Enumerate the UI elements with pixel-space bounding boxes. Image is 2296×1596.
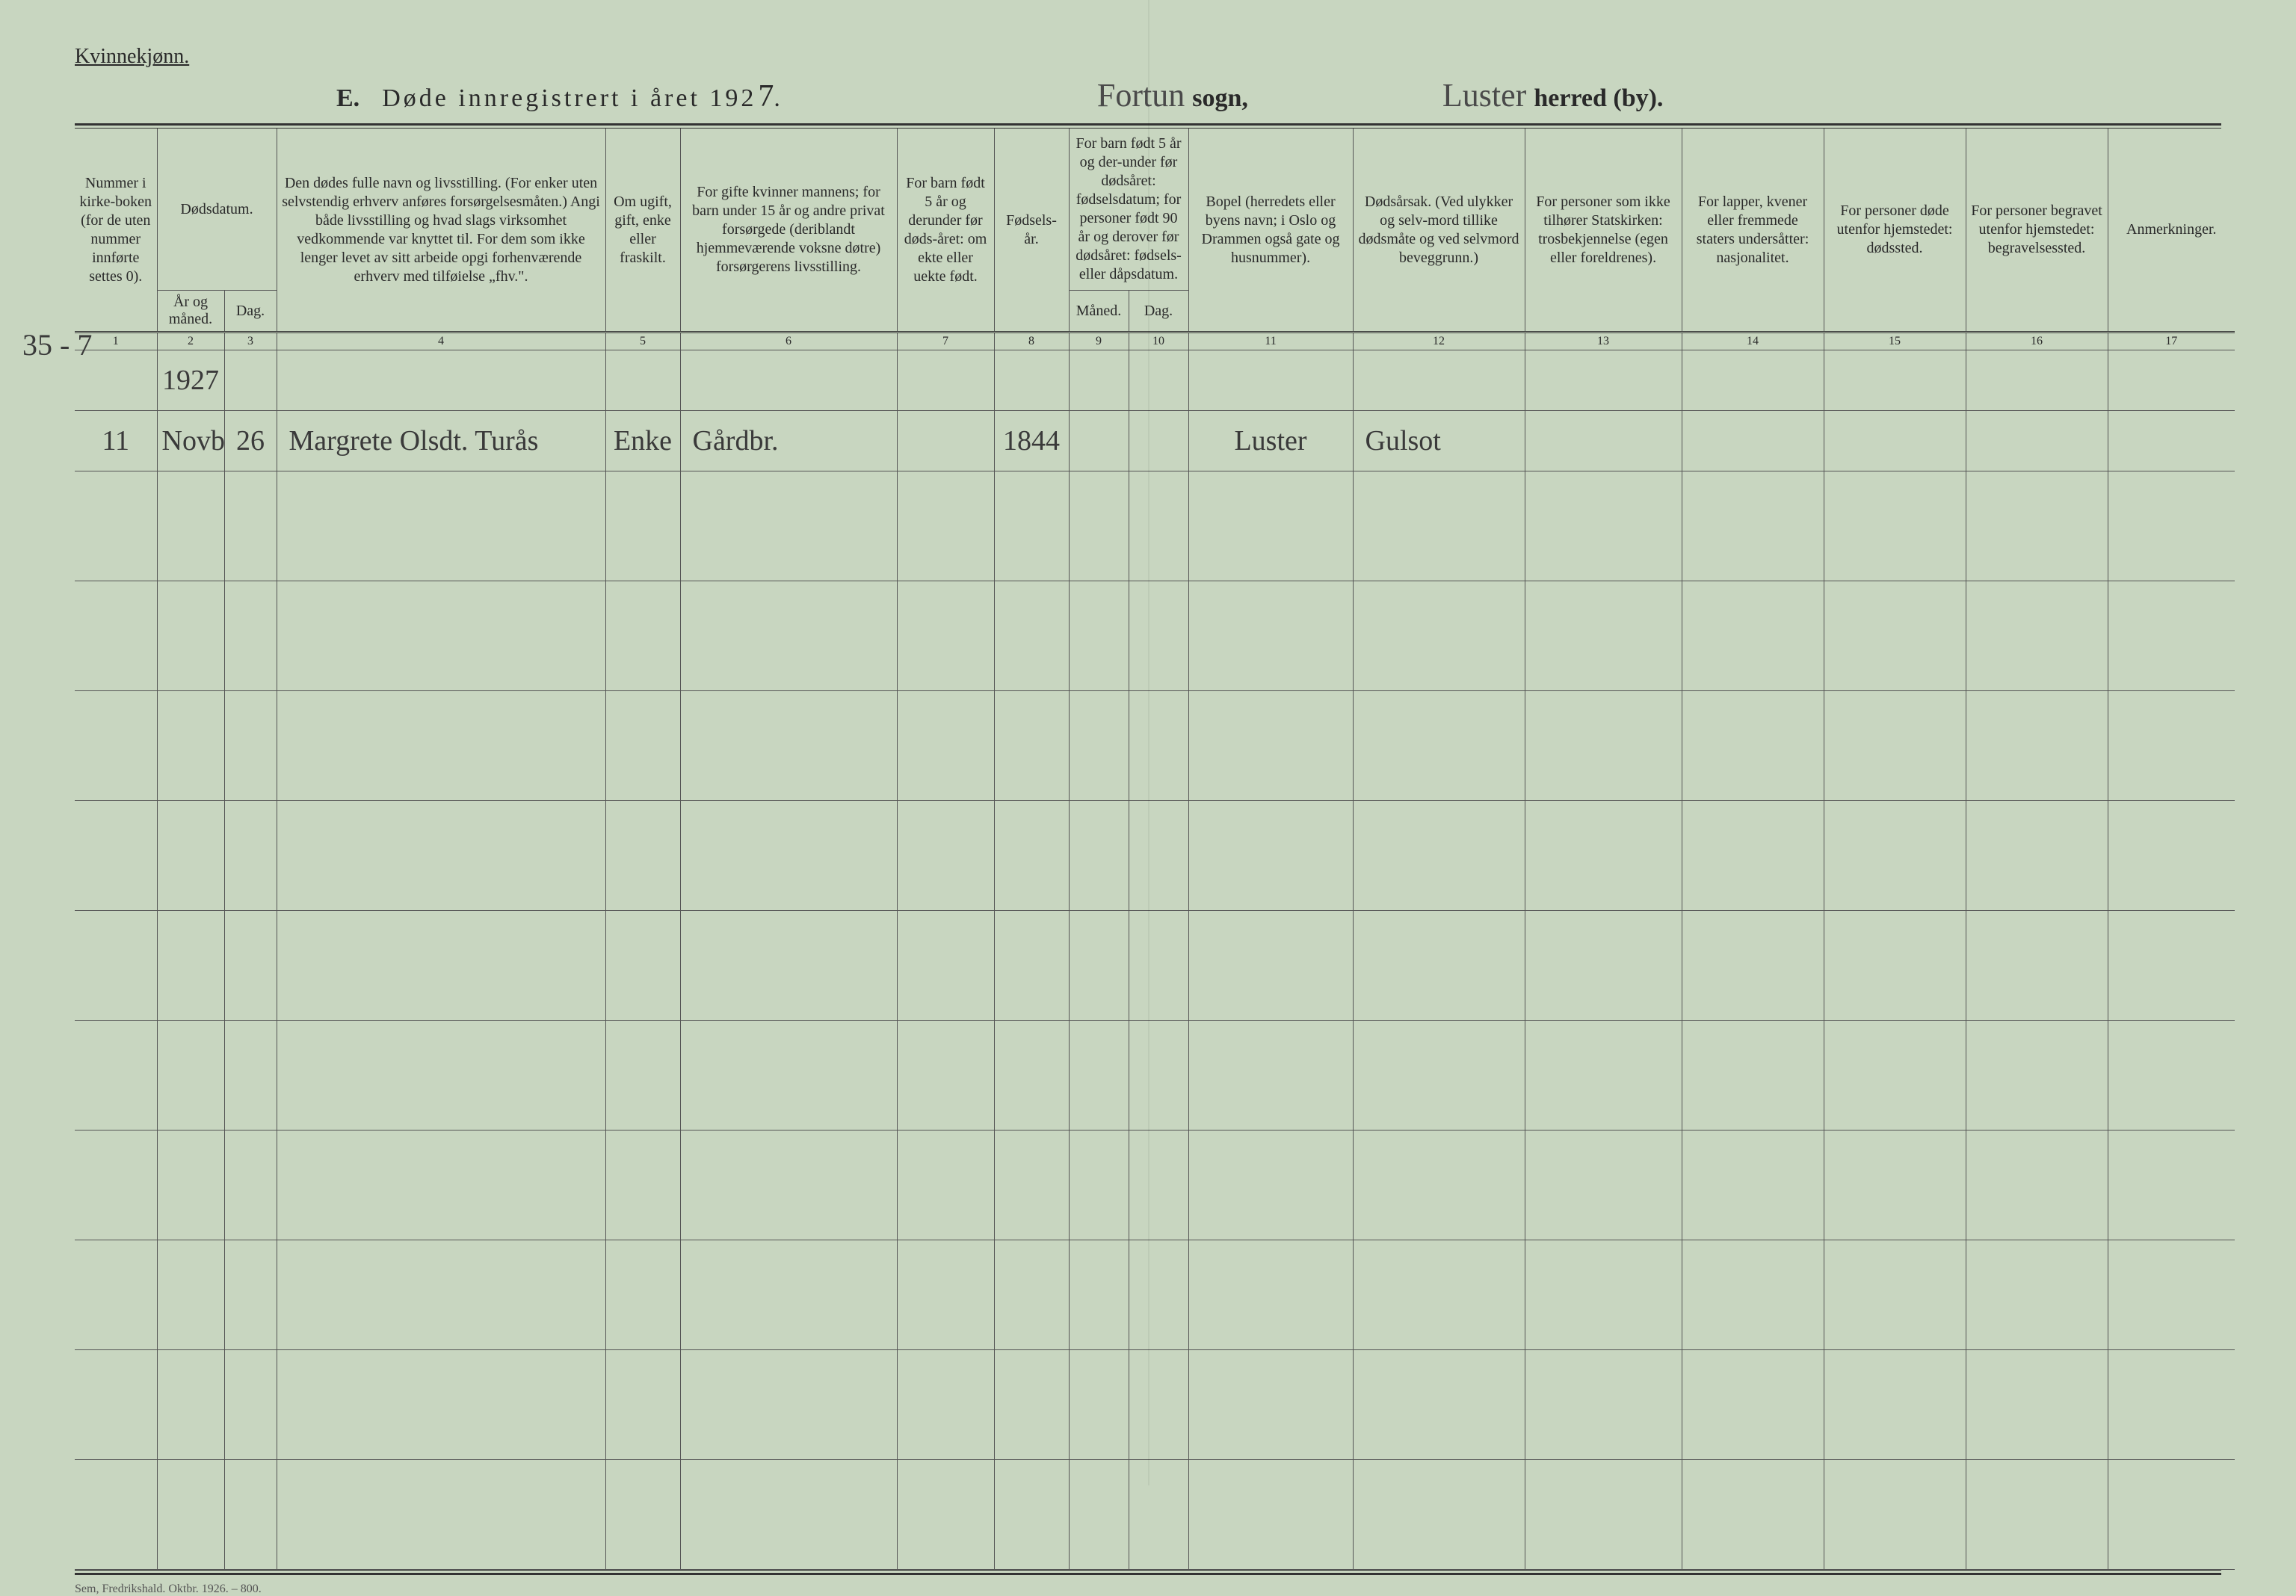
title-period: . — [774, 84, 783, 113]
gender-heading: Kvinnekjønn. — [75, 45, 189, 69]
cell-r1-c9 — [1069, 411, 1129, 471]
cell-r0-c15 — [1824, 350, 1966, 411]
colnum-5: 5 — [605, 332, 680, 350]
imprint: Sem, Fredrikshald. Oktbr. 1926. – 800. — [75, 1583, 2221, 1596]
page-fold — [1148, 0, 1149, 1485]
colnum-16: 16 — [1966, 332, 2108, 350]
cell-r1-c8: 1844 — [994, 411, 1069, 471]
cell-r1-c12: Gulsot — [1353, 411, 1525, 471]
bottom-double-rule — [75, 1570, 2221, 1575]
cell-r0-c7 — [897, 350, 994, 411]
margin-note: 35 - 7 — [22, 327, 92, 362]
colnum-4: 4 — [277, 332, 605, 350]
cell-r0-c9 — [1069, 350, 1129, 411]
col-header-15: For personer døde utenfor hjemstedet: dø… — [1824, 129, 1966, 332]
cell-r1-c15 — [1824, 411, 1966, 471]
table-row-empty — [75, 1130, 2235, 1240]
col-header-1: Nummer i kirke-boken (for de uten nummer… — [75, 129, 157, 332]
col-header-11: Bopel (herredets eller byens navn; i Osl… — [1188, 129, 1353, 332]
cell-r1-c5: Enke — [605, 411, 680, 471]
table-row: 1927 — [75, 350, 2235, 411]
colnum-7: 7 — [897, 332, 994, 350]
col-header-7: For barn født 5 år og derunder før døds-… — [897, 129, 994, 332]
table-row-empty — [75, 1240, 2235, 1350]
cell-r1-c16 — [1966, 411, 2108, 471]
section-letter: E. — [336, 84, 359, 113]
table-row-empty — [75, 801, 2235, 911]
colnum-8: 8 — [994, 332, 1069, 350]
table-row-empty — [75, 691, 2235, 801]
colnum-10: 10 — [1129, 332, 1188, 350]
col-header-9-sub: Måned. — [1069, 291, 1129, 332]
col-header-3-sub: Dag. — [224, 291, 277, 332]
cell-r0-c2: 1927 — [157, 350, 224, 411]
header-row-top: Nummer i kirke-boken (for de uten nummer… — [75, 129, 2235, 291]
col-header-4: Den dødes fulle navn og livsstilling. (F… — [277, 129, 605, 332]
cell-r0-c14 — [1682, 350, 1824, 411]
col-header-16: For personer begravet utenfor hjemstedet… — [1966, 129, 2108, 332]
table-row-empty — [75, 471, 2235, 581]
table-row: 11 Novb 26 Margrete Olsdt. Turås Enke Gå… — [75, 411, 2235, 471]
table-row-empty — [75, 1460, 2235, 1570]
table-row-empty — [75, 581, 2235, 691]
colnum-14: 14 — [1682, 332, 1824, 350]
cell-r1-c11: Luster — [1188, 411, 1353, 471]
cell-r0-c3 — [224, 350, 277, 411]
cell-r0-c5 — [605, 350, 680, 411]
colnum-11: 11 — [1188, 332, 1353, 350]
cell-r0-c6 — [680, 350, 897, 411]
cell-r0-c17 — [2108, 350, 2235, 411]
col-header-2-sub: År og måned. — [157, 291, 224, 332]
cell-r1-c1: 11 — [75, 411, 157, 471]
cell-r1-c14 — [1682, 411, 1824, 471]
colnum-15: 15 — [1824, 332, 1966, 350]
table-row-empty — [75, 1350, 2235, 1460]
colnum-9: 9 — [1069, 332, 1129, 350]
column-number-row: 1 2 3 4 5 6 7 8 9 10 11 12 13 14 15 16 1… — [75, 332, 2235, 350]
col-header-2-3-top: Dødsdatum. — [157, 129, 277, 291]
registry-table: Nummer i kirke-boken (for de uten nummer… — [75, 129, 2235, 1570]
col-header-8: Fødsels-år. — [994, 129, 1069, 332]
cell-r1-c7 — [897, 411, 994, 471]
col-header-5: Om ugift, gift, enke eller fraskilt. — [605, 129, 680, 332]
herred-handwritten: Luster — [1442, 76, 1526, 114]
colnum-3: 3 — [224, 332, 277, 350]
colnum-2: 2 — [157, 332, 224, 350]
col-header-6: For gifte kvinner mannens; for barn unde… — [680, 129, 897, 332]
cell-r1-c6: Gårdbr. — [680, 411, 897, 471]
table-row-empty — [75, 911, 2235, 1021]
cell-r1-c4: Margrete Olsdt. Turås — [277, 411, 605, 471]
cell-r0-c8 — [994, 350, 1069, 411]
herred-label: herred (by). — [1534, 84, 1663, 113]
cell-r1-c3: 26 — [224, 411, 277, 471]
cell-r0-c12 — [1353, 350, 1525, 411]
col-header-13: For personer som ikke tilhører Statskirk… — [1525, 129, 1682, 332]
table-row-empty — [75, 1021, 2235, 1130]
cell-r0-c10 — [1129, 350, 1188, 411]
cell-r0-c11 — [1188, 350, 1353, 411]
cell-r1-c17 — [2108, 411, 2235, 471]
col-header-17: Anmerkninger. — [2108, 129, 2235, 332]
title-year-digit: 7 — [758, 78, 774, 114]
cell-r0-c13 — [1525, 350, 1682, 411]
colnum-13: 13 — [1525, 332, 1682, 350]
sogn-handwritten: Fortun — [1097, 76, 1185, 114]
colnum-6: 6 — [680, 332, 897, 350]
col-header-12: Dødsårsak. (Ved ulykker og selv-mord til… — [1353, 129, 1525, 332]
cell-r0-c4 — [277, 350, 605, 411]
title-prefix: Døde innregistrert i året 192 — [382, 84, 756, 113]
col-header-14: For lapper, kvener eller fremmede stater… — [1682, 129, 1824, 332]
cell-r1-c2: Novb — [157, 411, 224, 471]
colnum-17: 17 — [2108, 332, 2235, 350]
registry-page: Kvinnekjønn. E. Døde innregistrert i åre… — [0, 0, 2296, 1485]
cell-r0-c16 — [1966, 350, 2108, 411]
colnum-12: 12 — [1353, 332, 1525, 350]
sogn-label: sogn, — [1192, 84, 1248, 113]
cell-r1-c10 — [1129, 411, 1188, 471]
cell-r1-c13 — [1525, 411, 1682, 471]
col-header-10-sub: Dag. — [1129, 291, 1188, 332]
col-header-9-10-top: For barn født 5 år og der-under før døds… — [1069, 129, 1188, 291]
